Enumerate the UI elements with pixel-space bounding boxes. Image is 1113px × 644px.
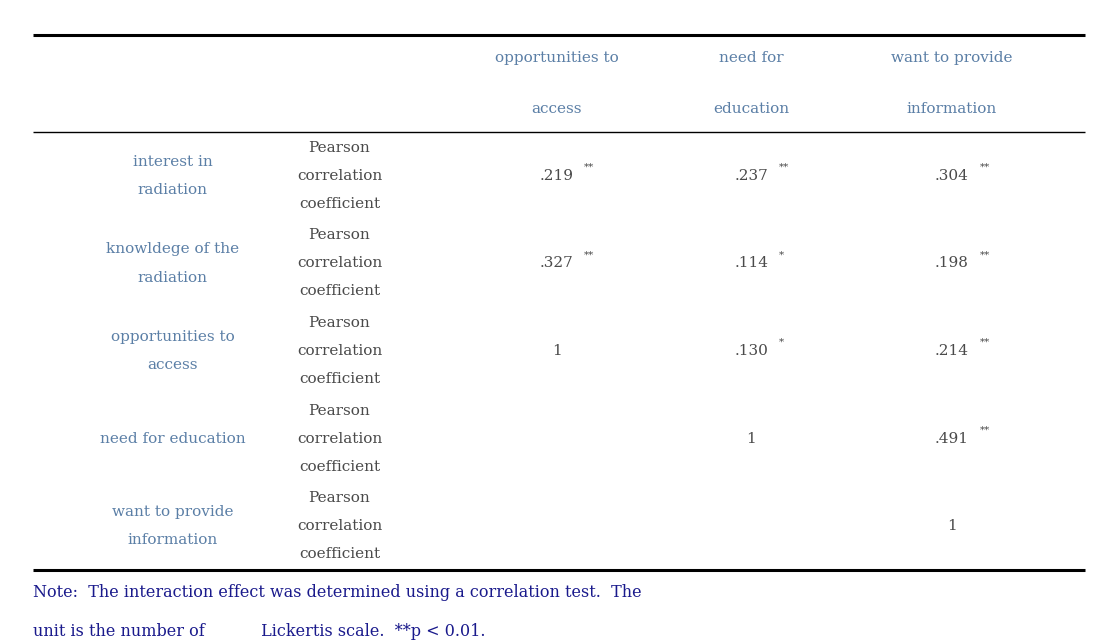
Text: want to provide: want to provide <box>111 505 234 519</box>
Text: coefficient: coefficient <box>299 285 380 298</box>
Text: **: ** <box>779 163 789 172</box>
Text: 1: 1 <box>947 519 956 533</box>
Text: **: ** <box>979 338 989 347</box>
Text: .491: .491 <box>935 431 968 446</box>
Text: .114: .114 <box>735 256 768 270</box>
Text: 1: 1 <box>552 344 561 358</box>
Text: correlation: correlation <box>297 519 382 533</box>
Text: need for education: need for education <box>100 431 245 446</box>
Text: education: education <box>713 102 789 117</box>
Text: want to provide: want to provide <box>890 51 1013 65</box>
Text: Pearson: Pearson <box>308 229 371 242</box>
Text: .237: .237 <box>735 169 768 183</box>
Text: **: ** <box>979 251 989 260</box>
Text: .327: .327 <box>540 256 573 270</box>
Text: correlation: correlation <box>297 344 382 358</box>
Text: correlation: correlation <box>297 169 382 183</box>
Text: Pearson: Pearson <box>308 404 371 417</box>
Text: **: ** <box>584 163 594 172</box>
Text: Pearson: Pearson <box>308 491 371 505</box>
Text: opportunities to: opportunities to <box>494 51 619 65</box>
Text: *: * <box>779 251 785 260</box>
Text: correlation: correlation <box>297 256 382 270</box>
Text: Pearson: Pearson <box>308 316 371 330</box>
Text: .198: .198 <box>935 256 968 270</box>
Text: radiation: radiation <box>138 270 207 285</box>
Text: coefficient: coefficient <box>299 547 380 561</box>
Text: *: * <box>779 338 785 347</box>
Text: .219: .219 <box>540 169 573 183</box>
Text: correlation: correlation <box>297 431 382 446</box>
Text: coefficient: coefficient <box>299 460 380 473</box>
Text: .130: .130 <box>735 344 768 358</box>
Text: unit is the number of           Lickertis scale.  **p < 0.01.: unit is the number of Lickertis scale. *… <box>33 623 486 639</box>
Text: Note:  The interaction effect was determined using a correlation test.  The: Note: The interaction effect was determi… <box>33 584 642 601</box>
Text: Pearson: Pearson <box>308 141 371 155</box>
Text: .304: .304 <box>935 169 968 183</box>
Text: information: information <box>127 533 218 547</box>
Text: opportunities to: opportunities to <box>110 330 235 344</box>
Text: interest in: interest in <box>132 155 213 169</box>
Text: .214: .214 <box>935 344 968 358</box>
Text: access: access <box>531 102 582 117</box>
Text: information: information <box>906 102 997 117</box>
Text: coefficient: coefficient <box>299 197 380 211</box>
Text: knowldege of the: knowldege of the <box>106 242 239 256</box>
Text: **: ** <box>979 426 989 435</box>
Text: access: access <box>147 358 198 372</box>
Text: need for: need for <box>719 51 784 65</box>
Text: **: ** <box>584 251 594 260</box>
Text: coefficient: coefficient <box>299 372 380 386</box>
Text: **: ** <box>979 163 989 172</box>
Text: 1: 1 <box>747 431 756 446</box>
Text: radiation: radiation <box>138 183 207 197</box>
